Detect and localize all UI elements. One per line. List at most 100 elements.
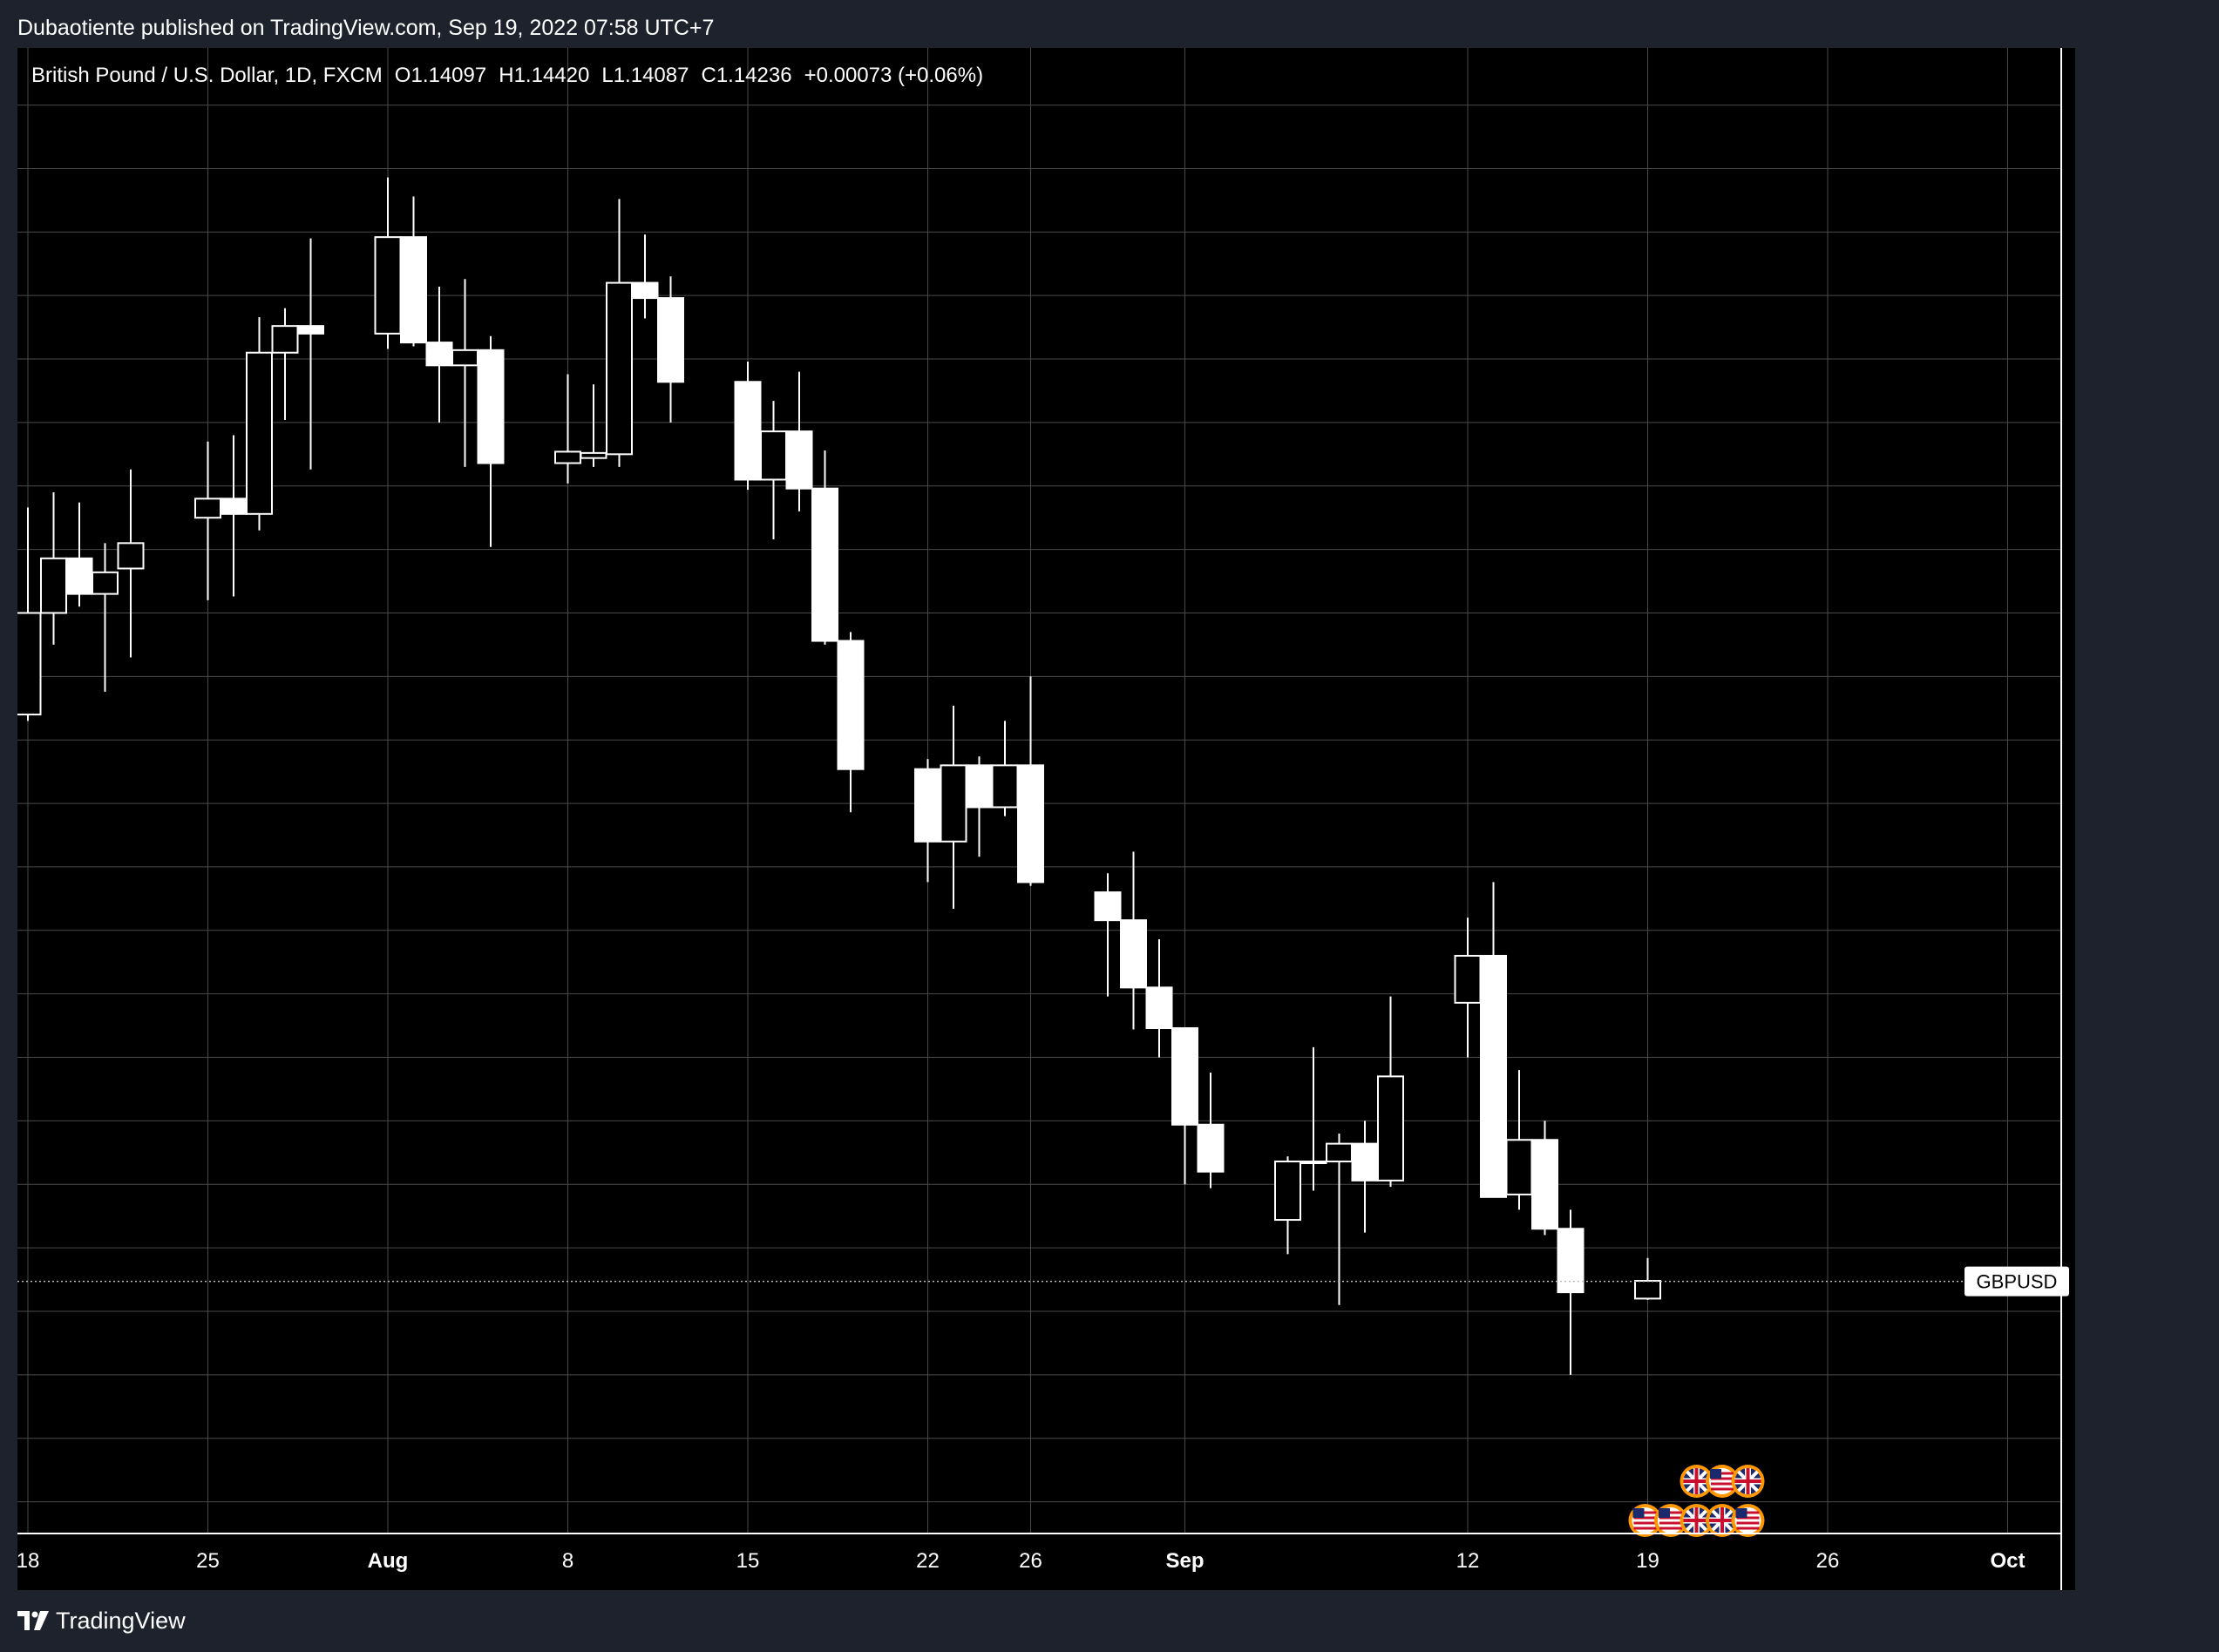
candle [734,361,762,491]
candle-body-up [1326,1142,1353,1163]
ohlc-legend: British Pound / U.S. Dollar, 1D, FXCM O1.… [31,60,983,91]
candle [1300,1046,1327,1191]
candle-body-down [914,768,941,843]
open-label: O [394,64,411,87]
us-flag-event-icon [1706,1465,1739,1498]
candle [246,316,273,531]
candle-body-down [477,349,505,464]
candle [271,308,299,420]
us-canton [1710,1469,1721,1479]
us-stripe [1659,1521,1682,1525]
us-flag-event-icon [1654,1504,1687,1537]
candle-body-down [657,297,684,383]
candle [1557,1209,1585,1375]
candle [17,507,42,721]
candle-body-up [760,430,787,481]
candle-body-down [631,281,659,300]
low-value: 1.14087 [613,64,689,87]
uk-red-v [1746,1468,1750,1494]
x-tick-label: 25 [196,1549,220,1573]
candle [1351,1121,1379,1233]
us-canton [1632,1508,1645,1518]
candle [220,435,248,597]
candle-body-down [65,557,93,595]
candle-body-down [785,430,813,490]
candlestick-chart[interactable]: 1.235001.230001.225001.220001.215001.210… [17,48,2075,1590]
candle [1377,996,1404,1188]
candle [1454,917,1482,1058]
candle [554,374,581,484]
candle-body-down [1120,919,1147,989]
uk-red-v [1694,1507,1699,1534]
us-stripe [1711,1487,1734,1491]
us-stripe [1711,1477,1734,1480]
us-canton [1659,1508,1670,1518]
candle-body-up [1634,1280,1661,1300]
us-flag-event-icon [1628,1504,1662,1537]
candle [374,177,402,349]
candle [117,469,145,658]
brand-name: TradingView [56,1607,186,1634]
candle-body-down [1531,1139,1558,1230]
candle-body-down [811,487,838,642]
close-value: 1.14236 [716,64,792,87]
x-tick-label: 26 [1019,1549,1042,1573]
candle [65,502,93,607]
candle [631,234,659,319]
candle [425,286,453,423]
candle [966,756,993,857]
brand-footer[interactable]: TradingView [17,1603,186,1638]
candle-body-up [40,557,67,614]
candle-body-up [194,498,221,519]
candle [837,632,865,813]
candle [1274,1156,1301,1255]
candle [580,384,607,467]
us-stripe [1633,1511,1657,1514]
candle-body-down [1094,891,1122,922]
candle-body-down [1171,1027,1198,1126]
uk-red-v [1720,1507,1724,1534]
candle [940,705,967,910]
candle-body-down [425,342,453,367]
candle [1120,851,1147,1030]
candle-body-down [400,236,427,344]
candles [17,177,1661,1375]
candle-body-down [837,640,865,770]
candle [760,401,787,539]
candle-body-up [991,764,1019,809]
candle-body-up [940,764,967,843]
uk-flag-event-icon [1731,1465,1765,1498]
candle-body-up [271,325,299,354]
us-stripe [1633,1527,1657,1530]
candle [1094,873,1122,997]
uk-flag-event-icon [1706,1504,1739,1537]
high-value: 1.14420 [513,64,590,87]
candle-body-down [1557,1228,1585,1294]
candle [1197,1073,1225,1188]
chart-pane[interactable]: 1.235001.230001.225001.220001.215001.210… [17,48,2075,1590]
high-label: H [499,64,514,87]
candle-body-up [606,281,633,456]
candle [1634,1257,1661,1300]
candle-body-down [734,381,762,481]
candle-body-down [1145,986,1173,1030]
candle-body-up [1505,1139,1533,1195]
open-value: 1.14097 [411,64,487,87]
candle-body-up [554,450,581,464]
candle-body-down [1480,954,1507,1198]
axes: 1.235001.230001.225001.220001.215001.210… [17,48,2069,1590]
candle-body-up [17,612,42,716]
x-tick-label: 26 [1816,1549,1840,1573]
candle [1505,1070,1533,1210]
event-markers [1628,1465,1765,1537]
us-flag-event-icon [1731,1504,1765,1537]
candle [1017,676,1044,886]
change-value: +0.00073 (+0.06%) [804,64,984,87]
x-tick-label: 22 [916,1549,940,1573]
x-tick-label: 8 [562,1549,573,1573]
candle-body-down [1197,1123,1225,1173]
candle [606,199,633,467]
candle [40,492,67,645]
candle-body-down [1017,764,1044,884]
us-stripe [1736,1527,1760,1530]
